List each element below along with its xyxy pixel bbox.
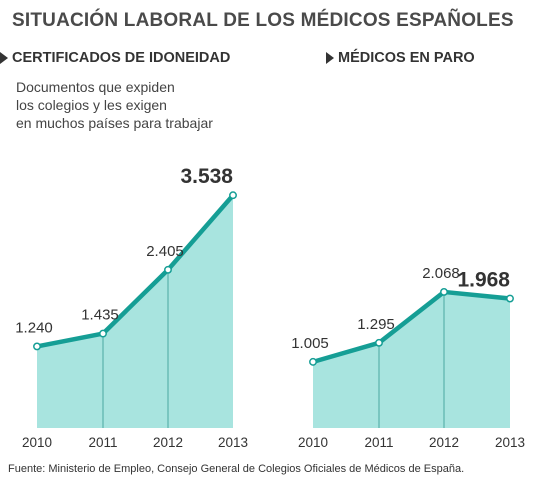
page-title: SITUACIÓN LABORAL DE LOS MÉDICOS ESPAÑOL… bbox=[12, 10, 514, 31]
data-point bbox=[99, 329, 107, 338]
arrow-right-icon bbox=[326, 52, 334, 64]
subtitle-line: en muchos países para trabajar bbox=[16, 115, 213, 131]
x-tick-label: 2011 bbox=[88, 435, 117, 450]
series-line bbox=[34, 192, 236, 349]
data-point bbox=[164, 265, 172, 274]
data-label: 1.295 bbox=[357, 316, 395, 333]
data-label: 3.538 bbox=[180, 165, 233, 188]
data-label: 1.240 bbox=[15, 319, 53, 336]
area-fill bbox=[313, 291, 510, 428]
chart-header-certificados: CERTIFICADOS DE IDONEIDAD bbox=[0, 50, 230, 66]
data-point bbox=[33, 342, 41, 351]
arrow-right-icon bbox=[0, 52, 8, 64]
subtitle-line: los colegios y les exigen bbox=[16, 97, 167, 113]
subtitle-line: Documentos que expiden bbox=[16, 79, 175, 95]
data-label: 1.005 bbox=[291, 335, 329, 352]
data-point bbox=[229, 191, 237, 200]
chart-subtitle: Documentos que expiden los colegios y le… bbox=[16, 78, 276, 132]
data-point bbox=[375, 338, 383, 347]
data-label: 1.435 bbox=[81, 307, 119, 324]
chart-title: CERTIFICADOS DE IDONEIDAD bbox=[12, 50, 231, 66]
data-point bbox=[309, 357, 317, 366]
data-label: 2.068 bbox=[422, 265, 460, 282]
data-label: 1.968 bbox=[457, 269, 510, 292]
chart-header-paro: MÉDICOS EN PARO bbox=[326, 50, 475, 66]
chart-title: MÉDICOS EN PARO bbox=[338, 50, 475, 66]
data-label: 2.405 bbox=[146, 243, 184, 260]
source-note: Fuente: Ministerio de Empleo, Consejo Ge… bbox=[8, 463, 465, 475]
x-tick-label: 2013 bbox=[495, 435, 525, 450]
x-tick-label: 2013 bbox=[218, 435, 248, 450]
x-tick-label: 2011 bbox=[364, 435, 393, 450]
x-tick-label: 2010 bbox=[22, 435, 52, 450]
x-tick-label: 2010 bbox=[298, 435, 328, 450]
series-line bbox=[310, 289, 513, 365]
data-point bbox=[440, 287, 448, 296]
x-tick-label: 2012 bbox=[153, 435, 183, 450]
x-tick-label: 2012 bbox=[429, 435, 459, 450]
data-point bbox=[506, 294, 514, 303]
